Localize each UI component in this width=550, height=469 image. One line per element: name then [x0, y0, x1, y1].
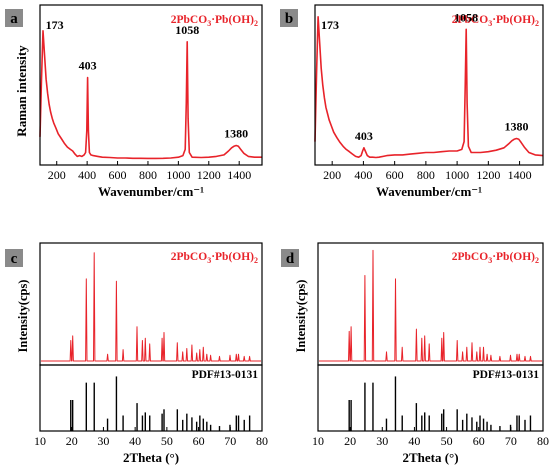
peak-label: 173 — [46, 18, 64, 32]
x-tick-label: 50 — [161, 434, 173, 448]
peak-label: 1380 — [504, 119, 528, 133]
plot-frame — [39, 4, 263, 166]
panel-label: d — [286, 251, 295, 267]
peak-label: 1058 — [454, 10, 478, 24]
raman-spectrum-line — [314, 16, 544, 159]
x-tick-label: 200 — [323, 168, 341, 182]
x-tick-label: 10 — [34, 434, 46, 448]
x-tick-label: 600 — [109, 168, 127, 182]
title-subscript: 3 — [207, 19, 211, 28]
x-tick-label: 10 — [312, 434, 324, 448]
chart-title: 2PbCO3·Pb(OH)2 — [171, 251, 258, 265]
reference-frame — [39, 364, 263, 432]
peak-label: 1058 — [175, 23, 199, 37]
peak-label: 403 — [355, 129, 373, 143]
title-subscript: 2 — [254, 19, 258, 28]
x-tick-label: 60 — [473, 434, 485, 448]
reference-label: PDF#13-0131 — [192, 369, 259, 381]
panel-label-bg — [280, 9, 298, 27]
title-part: ·Pb(OH) — [492, 14, 535, 26]
y-axis-label: Intensity(cps) — [294, 280, 308, 353]
x-tick-label: 40 — [129, 434, 141, 448]
raman-spectrum-line — [39, 30, 262, 160]
x-tick-label: 600 — [386, 168, 404, 182]
chart-title: 2PbCO3·Pb(OH)2 — [452, 14, 539, 28]
xrd-panel-d: PDF#13-0131 10 20 30 40 50 60 70 80 2Theta (°) Int… — [281, 242, 549, 465]
x-tick-label: 40 — [408, 434, 420, 448]
title-part: 2PbCO — [171, 251, 207, 263]
x-tick-label: 1000 — [166, 168, 190, 182]
x-tick-label: 30 — [97, 434, 109, 448]
x-tick-label: 200 — [48, 168, 66, 182]
x-tick-label: 70 — [505, 434, 517, 448]
x-tick-label: 800 — [417, 168, 435, 182]
x-tick-label: 1200 — [197, 168, 221, 182]
panel-label-bg — [5, 9, 23, 27]
reference-frame — [317, 364, 544, 432]
raman-panel-a: 200 400 600 800 1000 1200 1400 Wavenumber/cm⁻¹ R… — [5, 4, 263, 199]
xrd-pattern-line — [319, 249, 542, 362]
xrd-pattern-line — [41, 252, 261, 362]
x-axis-label: Wavenumber/cm⁻¹ — [98, 184, 204, 199]
xrd-panel-c: PDF#13-0131 10 20 30 40 50 60 70 80 2Theta (°) Int… — [5, 242, 268, 465]
x-tick-label: 80 — [256, 434, 268, 448]
x-axis-label: 2Theta (°) — [402, 450, 458, 465]
x-tick-label: 30 — [376, 434, 388, 448]
x-tick-label: 50 — [441, 434, 453, 448]
title-part: 2PbCO — [171, 14, 207, 26]
title-part: 2PbCO — [452, 14, 488, 26]
title-part: ·Pb(OH) — [211, 251, 254, 263]
raman-panel-b: 200 400 600 800 1000 1200 1400 Wavenumber/cm⁻¹ 2… — [280, 4, 544, 199]
title-subscript: 2 — [535, 19, 539, 28]
x-tick-label: 1400 — [508, 168, 532, 182]
x-axis-label: 2Theta (°) — [123, 450, 179, 465]
peak-label: 173 — [321, 18, 339, 32]
x-tick-label: 1000 — [445, 168, 469, 182]
title-part: ·Pb(OH) — [492, 251, 535, 263]
x-tick-label: 20 — [344, 434, 356, 448]
x-tick-label: 20 — [66, 434, 78, 448]
panel-label: a — [10, 11, 18, 27]
title-subscript: 2 — [254, 256, 258, 265]
title-subscript: 3 — [207, 256, 211, 265]
x-axis-label: Wavenumber/cm⁻¹ — [376, 184, 482, 199]
panel-label-bg — [5, 249, 23, 267]
x-tick-label: 60 — [193, 434, 205, 448]
x-tick-label: 80 — [537, 434, 549, 448]
panel-label: b — [285, 11, 293, 27]
reference-label: PDF#13-0131 — [473, 369, 540, 381]
peak-label: 403 — [79, 59, 97, 73]
peak-label: 1380 — [224, 127, 248, 141]
x-tick-label: 400 — [78, 168, 96, 182]
title-subscript: 3 — [488, 256, 492, 265]
chart-title: 2PbCO3·Pb(OH)2 — [171, 14, 258, 28]
panel-label: c — [11, 251, 18, 267]
panel-label-bg — [281, 249, 299, 267]
x-tick-label: 800 — [139, 168, 157, 182]
x-tick-label: 1400 — [227, 168, 251, 182]
chart-title: 2PbCO3·Pb(OH)2 — [452, 251, 539, 265]
x-tick-label: 1200 — [476, 168, 500, 182]
title-part: 2PbCO — [452, 251, 488, 263]
plot-frame — [314, 4, 544, 166]
y-axis-label: Intensity(cps) — [16, 280, 30, 353]
x-tick-label: 400 — [354, 168, 372, 182]
title-subscript: 3 — [488, 19, 492, 28]
y-axis-label: Raman intensity — [14, 45, 29, 137]
title-subscript: 2 — [535, 256, 539, 265]
title-part: ·Pb(OH) — [211, 14, 254, 26]
x-tick-label: 70 — [224, 434, 236, 448]
